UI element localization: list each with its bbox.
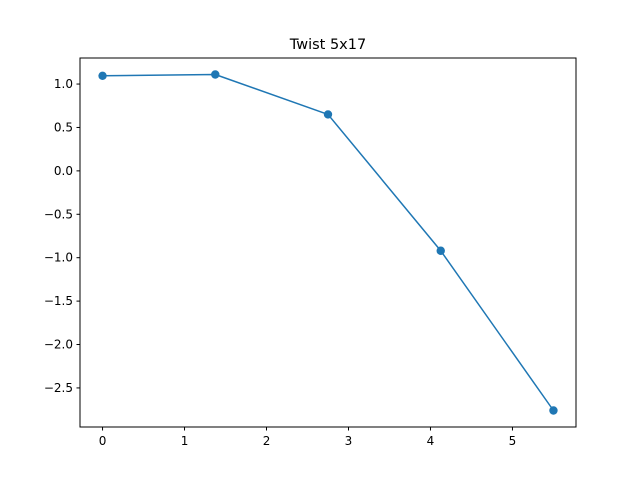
x-tick-label: 0: [99, 434, 107, 448]
data-point: [323, 110, 333, 119]
y-tick-label: 1.0: [54, 77, 73, 91]
y-tick-label: 0.0: [54, 164, 73, 178]
y-tick-label: −2.5: [44, 381, 73, 395]
x-tick-label: 5: [509, 434, 517, 448]
y-tick-label: −1.0: [44, 251, 73, 265]
y-tick-label: 0.5: [54, 120, 73, 134]
plot-series: [98, 70, 558, 415]
data-point: [549, 406, 558, 415]
y-tick-label: −0.5: [44, 207, 73, 221]
y-axis: 1.0 0.5 0.0 −0.5 −1.0 −1.5 −2.0 −2.5: [44, 77, 80, 395]
x-tick-label: 2: [263, 434, 271, 448]
data-point: [98, 71, 107, 80]
y-tick-label: −2.0: [44, 338, 73, 352]
x-tick-label: 3: [345, 434, 353, 448]
x-tick-label: 1: [181, 434, 189, 448]
y-tick-label: −1.5: [44, 294, 73, 308]
x-axis: 0 1 2 3 4 5: [99, 427, 517, 448]
data-point: [436, 246, 445, 255]
data-point: [211, 70, 220, 79]
chart-title: Twist 5x17: [289, 37, 366, 53]
x-tick-label: 4: [427, 434, 435, 448]
plot-area-frame: [79, 57, 577, 428]
